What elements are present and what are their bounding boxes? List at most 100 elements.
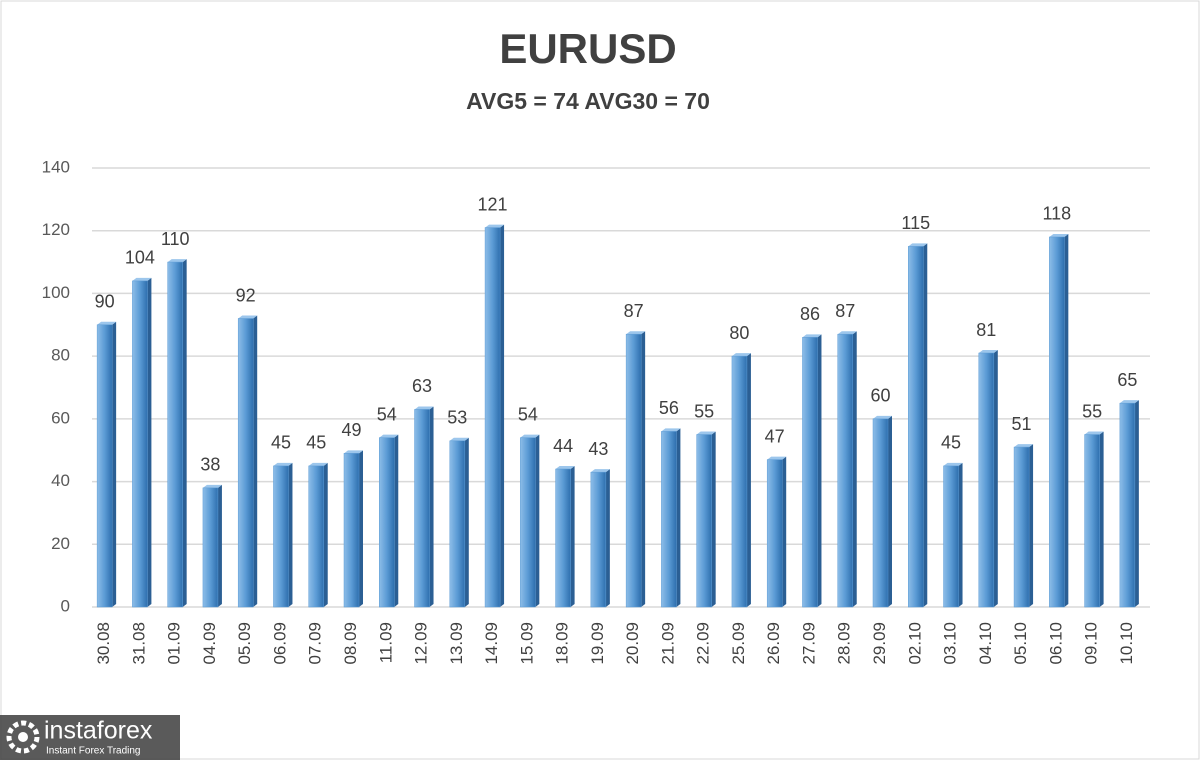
bar-depth xyxy=(323,462,328,607)
x-tick-label: 02.10 xyxy=(905,622,924,665)
value-label: 54 xyxy=(377,404,397,424)
x-tick-label: 27.09 xyxy=(799,622,818,665)
bar-top xyxy=(308,462,328,466)
bar-top xyxy=(132,277,152,281)
x-tick-label: 19.09 xyxy=(588,622,607,665)
y-tick-label: 60 xyxy=(51,408,70,427)
value-label: 63 xyxy=(412,376,432,396)
bar-depth xyxy=(605,469,610,607)
bar-depth xyxy=(852,331,857,607)
bar-depth xyxy=(1029,444,1034,607)
bar-top xyxy=(590,469,610,473)
bar-depth xyxy=(570,466,575,607)
bar-top xyxy=(520,434,540,438)
x-tick-label: 13.09 xyxy=(447,622,466,665)
bar-top xyxy=(379,434,399,438)
bar xyxy=(1013,446,1030,608)
y-tick-label: 20 xyxy=(51,534,70,553)
y-tick-label: 100 xyxy=(42,283,70,302)
bar xyxy=(343,453,360,608)
logo-icon xyxy=(6,720,40,754)
bar-top xyxy=(873,415,892,419)
bar-top xyxy=(485,224,505,228)
x-tick-label: 01.09 xyxy=(165,622,184,665)
bar-depth xyxy=(746,353,751,607)
x-tick-label: 29.09 xyxy=(870,622,889,665)
x-tick-label: 14.09 xyxy=(482,622,501,665)
x-tick-label: 07.09 xyxy=(306,622,325,665)
logo: instaforex Instant Forex Trading xyxy=(0,715,180,760)
x-tick-label: 09.10 xyxy=(1082,622,1101,665)
bar-top xyxy=(661,428,681,432)
value-label: 55 xyxy=(694,401,714,421)
x-tick-label: 20.09 xyxy=(623,622,642,665)
value-label: 90 xyxy=(95,292,115,312)
bar-top xyxy=(908,243,928,247)
bar-top xyxy=(238,315,258,319)
bar-depth xyxy=(394,434,399,607)
x-tick-label: 10.10 xyxy=(1117,622,1136,665)
bar-top xyxy=(943,462,963,466)
value-label: 56 xyxy=(659,398,679,418)
bar-depth xyxy=(500,224,505,608)
logo-name: instaforex xyxy=(44,717,153,745)
bar xyxy=(132,280,148,608)
bar xyxy=(1049,236,1065,608)
value-label: 38 xyxy=(200,455,220,475)
value-label: 86 xyxy=(800,304,820,324)
bar-depth xyxy=(147,277,152,607)
bar-top xyxy=(555,466,575,470)
bar xyxy=(379,437,395,608)
logo-tagline: Instant Forex Trading xyxy=(46,746,141,757)
bar-depth xyxy=(359,450,363,607)
value-label: 54 xyxy=(518,404,538,424)
x-tick-label: 06.10 xyxy=(1046,622,1065,665)
bar xyxy=(237,318,254,608)
bar-top xyxy=(414,406,434,410)
value-label: 45 xyxy=(306,433,326,453)
bar xyxy=(625,333,642,608)
x-tick-label: 05.09 xyxy=(235,622,254,665)
bar-depth xyxy=(288,462,293,607)
bar-depth xyxy=(464,437,469,607)
bar-depth xyxy=(711,431,716,607)
x-tick-label: 12.09 xyxy=(412,622,431,665)
bar-top xyxy=(1049,233,1069,237)
value-label: 43 xyxy=(588,439,608,459)
bar-depth xyxy=(1099,431,1104,607)
bar-top xyxy=(273,462,293,466)
bar-depth xyxy=(888,415,892,607)
bar-top xyxy=(97,321,117,325)
bar-depth xyxy=(182,259,187,607)
x-tick-label: 11.09 xyxy=(376,622,395,663)
bar xyxy=(555,468,571,608)
value-label: 49 xyxy=(341,420,361,440)
y-tick-label: 0 xyxy=(61,596,70,615)
x-tick-label: 04.10 xyxy=(976,622,995,665)
x-tick-label: 08.09 xyxy=(341,622,360,665)
x-tick-label: 15.09 xyxy=(517,622,536,665)
bar-depth xyxy=(782,456,787,607)
bar xyxy=(731,355,748,608)
bar xyxy=(308,465,324,608)
bar xyxy=(273,465,289,608)
bar-top xyxy=(731,353,751,357)
bar-top xyxy=(202,484,222,488)
bar xyxy=(661,431,677,608)
bar xyxy=(943,465,959,608)
value-label: 55 xyxy=(1082,401,1102,421)
bar xyxy=(1119,402,1136,608)
bar xyxy=(802,337,818,608)
value-label: 45 xyxy=(271,433,291,453)
bar xyxy=(908,246,924,608)
x-tick-label: 04.09 xyxy=(200,622,219,665)
bar-top xyxy=(167,259,187,263)
bar-top xyxy=(344,450,363,454)
bar xyxy=(978,352,995,608)
y-tick-label: 140 xyxy=(42,157,70,176)
bar-top xyxy=(1084,431,1104,435)
bar-top xyxy=(802,334,822,338)
logo-icon xyxy=(18,732,28,742)
bar-depth xyxy=(923,243,928,607)
